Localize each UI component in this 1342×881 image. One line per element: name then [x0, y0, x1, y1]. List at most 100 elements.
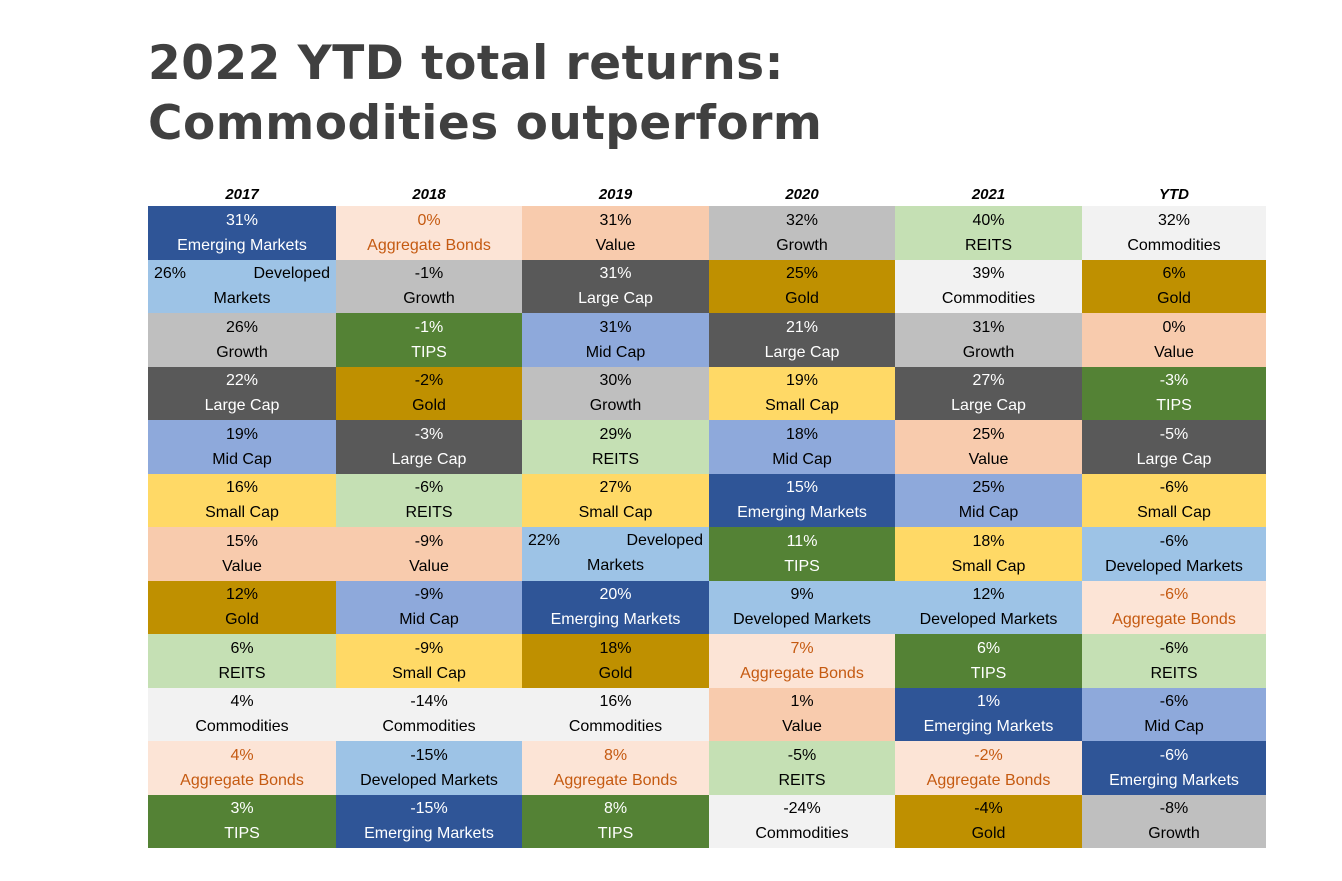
cell-value: 18% [785, 425, 819, 443]
cell-value: -6% [414, 479, 444, 497]
table-cell: 32% Commodities [1082, 206, 1266, 260]
cell-label: Commodities [382, 718, 476, 736]
cell-label: Mid Cap [585, 343, 646, 361]
cell-value: -14% [410, 693, 448, 711]
column-header: 2017 [225, 186, 259, 203]
table-cell: 22% Developed Markets [522, 527, 709, 581]
table-cell: 15% Emerging Markets [709, 473, 895, 527]
cell-value: 12% [972, 586, 1005, 604]
cell-label: Aggregate Bonds [740, 664, 864, 682]
table-cell: 12% Gold [148, 580, 336, 634]
cell-label: Growth [776, 236, 828, 254]
table-row: 22% Large Cap -2% Gold 30% Growth 19% Small Cap… [148, 366, 1266, 420]
table-row: 26% Growth -1% TIPS 31% Mid Cap 21% Large Cap 31… [148, 313, 1266, 367]
cell-label: Emerging Markets [1109, 771, 1239, 789]
cell-value: 30% [599, 372, 632, 390]
cell-label: Small Cap [765, 397, 839, 415]
table-cell: 18% Mid Cap [709, 420, 895, 474]
cell-label: Gold [598, 664, 633, 682]
cell-value: -5% [1159, 425, 1189, 443]
cell-label: Small Cap [578, 504, 653, 522]
cell-value: 19% [785, 372, 819, 390]
column-header: YTD [1159, 186, 1189, 203]
cell-label: REITS [778, 771, 826, 789]
table-cell: -6% Aggregate Bonds [1082, 580, 1266, 634]
cell-label: Mid Cap [958, 504, 1019, 522]
cell-value: 31% [599, 211, 632, 229]
table-cell: -6% REITS [336, 473, 522, 527]
cell-value: 25% [972, 479, 1005, 497]
cell-label: Commodities [941, 290, 1036, 308]
cell-label: Large Cap [1136, 450, 1212, 468]
cell-value: 1% [790, 693, 814, 711]
cell-label: Emerging Markets [923, 718, 1054, 736]
page-title: 2022 YTD total returns: Commodities outp… [148, 36, 823, 151]
table-cell: -6% REITS [1082, 634, 1266, 688]
cell-value: 11% [786, 532, 818, 550]
cell-value: 12% [225, 586, 259, 604]
cell-label: Value [222, 557, 262, 575]
cell-value: -1% [414, 265, 444, 283]
cell-value: 32% [1157, 211, 1191, 229]
cell-value: -6% [1159, 639, 1189, 657]
table-cell: 0% Value [1082, 313, 1266, 367]
table-cell: 18% Gold [522, 634, 709, 688]
cell-value: -15% [410, 746, 448, 764]
cell-label: Emerging Markets [737, 504, 867, 522]
cell-value: 16% [599, 693, 632, 711]
table-cell: -4% Gold [895, 794, 1082, 848]
returns-table: 2017 2018 2019 2020 2021 YTD 31% Emerging Marke… [148, 184, 1266, 848]
column-header: 2021 [971, 186, 1006, 203]
table-cell: 25% Gold [709, 259, 895, 313]
table-cell: 40% REITS [895, 206, 1082, 260]
table-cell: -1% TIPS [336, 313, 522, 367]
table-cell: -9% Small Cap [336, 634, 522, 688]
table-cell: 15% Value [148, 527, 336, 581]
table-cell: 6% Gold [1082, 259, 1266, 313]
table-cell: 18% Small Cap [895, 527, 1082, 581]
cell-label: Value [968, 450, 1009, 468]
table-row: 3% TIPS -15% Emerging Markets 8% TIPS -24% Comm… [148, 794, 1266, 848]
cell-label: Value [782, 718, 822, 736]
table-cell: 31% Growth [895, 313, 1082, 367]
cell-label: Gold [1157, 290, 1191, 308]
table-cell: -6% Small Cap [1082, 473, 1266, 527]
cell-label: Large Cap [391, 450, 467, 468]
cell-label: Commodities [755, 825, 849, 843]
table-cell: 4% Commodities [148, 687, 336, 741]
table-cell: 0% Aggregate Bonds [336, 206, 522, 260]
cell-value: -8% [1159, 800, 1189, 818]
cell-value: 26% [154, 264, 187, 282]
cell-label: Growth [1148, 825, 1200, 843]
cell-value: 22% [528, 532, 561, 549]
cell-value: -9% [414, 639, 444, 657]
cell-value: 26% [225, 318, 259, 336]
table-cell: 30% Growth [522, 366, 709, 420]
cell-label: Large Cap [951, 397, 1026, 415]
table-cell: -3% Large Cap [336, 420, 522, 474]
table-cell: 29% REITS [522, 420, 709, 474]
table-cell: 25% Value [895, 420, 1082, 474]
table-row: 19% Mid Cap -3% Large Cap 29% REITS 18% Mid Cap… [148, 420, 1266, 474]
cell-label: TIPS [1156, 397, 1192, 415]
cell-label: Gold [412, 397, 446, 415]
cell-value: 15% [225, 532, 259, 550]
cell-label: Emerging Markets [550, 611, 681, 629]
table-cell: 21% Large Cap [709, 313, 895, 367]
cell-label: Large Cap [204, 397, 280, 415]
cell-value: 18% [599, 639, 632, 657]
cell-value: 4% [230, 746, 254, 764]
table-row: 6% REITS -9% Small Cap 18% Gold 7% Aggregate Bo… [148, 634, 1266, 688]
cell-value: 31% [599, 318, 632, 336]
table-cell: -2% Aggregate Bonds [895, 741, 1082, 795]
cell-label: Small Cap [392, 664, 466, 682]
cell-label: TIPS [970, 664, 1007, 682]
cell-label: Aggregate Bonds [553, 771, 678, 789]
cell-value: 22% [225, 372, 259, 390]
cell-label: Mid Cap [399, 611, 459, 629]
cell-value: 31% [225, 211, 259, 229]
table-row: 4% Aggregate Bonds -15% Developed Markets 8%… [148, 741, 1266, 795]
table-cell: -14% Commodities [336, 687, 522, 741]
cell-label: Commodities [568, 718, 663, 736]
cell-value: 8% [603, 800, 628, 818]
